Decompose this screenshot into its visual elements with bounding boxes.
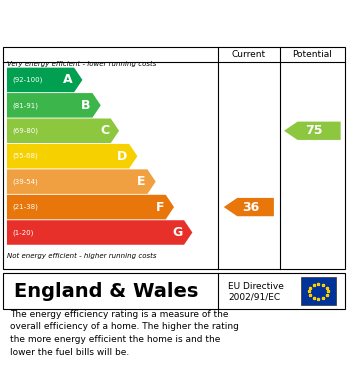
Polygon shape: [7, 68, 82, 92]
Text: 2002/91/EC: 2002/91/EC: [228, 292, 280, 301]
Text: D: D: [117, 150, 127, 163]
Text: B: B: [81, 99, 91, 112]
Text: C: C: [100, 124, 109, 137]
Text: The energy efficiency rating is a measure of the
overall efficiency of a home. T: The energy efficiency rating is a measur…: [10, 310, 239, 357]
Text: (92-100): (92-100): [12, 77, 42, 83]
Text: Potential: Potential: [292, 50, 332, 59]
Polygon shape: [224, 198, 274, 216]
Polygon shape: [7, 169, 156, 194]
Text: Very energy efficient - lower running costs: Very energy efficient - lower running co…: [7, 61, 156, 66]
Polygon shape: [7, 144, 137, 169]
Polygon shape: [284, 122, 341, 140]
Text: EU Directive: EU Directive: [228, 282, 284, 291]
Text: 75: 75: [306, 124, 323, 137]
Text: 36: 36: [242, 201, 260, 213]
Text: (81-91): (81-91): [12, 102, 38, 109]
Text: (1-20): (1-20): [12, 229, 33, 236]
Text: Energy Efficiency Rating: Energy Efficiency Rating: [10, 17, 220, 32]
Text: (21-38): (21-38): [12, 204, 38, 210]
Polygon shape: [7, 118, 119, 143]
Text: (39-54): (39-54): [12, 178, 38, 185]
Polygon shape: [7, 93, 101, 118]
Text: G: G: [172, 226, 182, 239]
Text: F: F: [156, 201, 164, 213]
Text: Not energy efficient - higher running costs: Not energy efficient - higher running co…: [7, 253, 157, 259]
Text: (69-80): (69-80): [12, 127, 38, 134]
Text: England & Wales: England & Wales: [14, 282, 198, 301]
Bar: [301, 277, 336, 305]
Text: Current: Current: [232, 50, 266, 59]
Polygon shape: [7, 195, 174, 219]
Text: (55-68): (55-68): [12, 153, 38, 160]
Text: E: E: [137, 175, 146, 188]
Polygon shape: [7, 220, 192, 245]
Text: A: A: [63, 74, 72, 86]
